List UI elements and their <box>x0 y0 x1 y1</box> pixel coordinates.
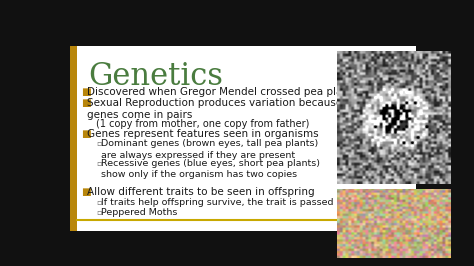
Text: Peppered Moths: Peppered Moths <box>101 208 178 217</box>
Text: Sexual Reproduction produces variation because
genes come in pairs: Sexual Reproduction produces variation b… <box>87 98 342 120</box>
Text: ▫: ▫ <box>96 139 101 148</box>
Text: Discovered when Gregor Mendel crossed pea plants: Discovered when Gregor Mendel crossed pe… <box>87 87 358 97</box>
Text: ■: ■ <box>81 87 91 97</box>
Text: Dominant genes (brown eyes, tall pea plants)
are always expressed if they are pr: Dominant genes (brown eyes, tall pea pla… <box>101 139 319 160</box>
Text: Genes represent features seen in organisms: Genes represent features seen in organis… <box>87 128 319 139</box>
Text: Genetics: Genetics <box>89 61 224 92</box>
Text: If traits help offspring survive, the trait is passed on: If traits help offspring survive, the tr… <box>101 198 349 207</box>
Text: ▫: ▫ <box>96 159 101 168</box>
FancyBboxPatch shape <box>70 46 416 231</box>
Bar <box>70 46 77 231</box>
Text: Allow different traits to be seen in offspring: Allow different traits to be seen in off… <box>87 187 314 197</box>
Text: ■: ■ <box>81 98 91 108</box>
Text: ■: ■ <box>81 128 91 139</box>
Text: Recessive genes (blue eyes, short pea plants)
show only if the organism has two : Recessive genes (blue eyes, short pea pl… <box>101 159 320 179</box>
Text: ▫: ▫ <box>96 198 101 207</box>
Text: ■: ■ <box>81 187 91 197</box>
Text: (1 copy from mother, one copy from father): (1 copy from mother, one copy from fathe… <box>96 119 310 129</box>
Text: ▫: ▫ <box>96 208 101 217</box>
